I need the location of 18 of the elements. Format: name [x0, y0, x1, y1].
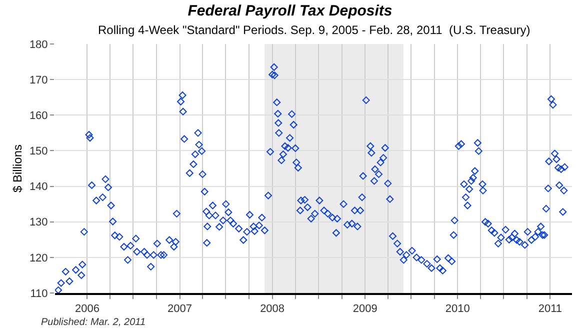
x-tick-label: 2011: [538, 303, 562, 316]
x-tick-label: 2010: [445, 303, 470, 316]
y-tick-label: 120: [29, 252, 48, 264]
y-tick-label: 170: [29, 74, 48, 86]
chart-title: Federal Payroll Tax Deposits: [188, 2, 392, 20]
y-tick-label: 180: [29, 38, 48, 51]
x-tick-label: 2009: [352, 303, 378, 316]
chart-subtitle: Rolling 4-Week "Standard" Periods. Sep. 9, 2005 - Feb. 28, 2011 (U.S. Treasury): [98, 23, 530, 37]
y-tick-label: 140: [29, 181, 48, 194]
text: Published: Mar. 2, 2011: [41, 317, 146, 328]
y-tick-label: 150: [29, 146, 48, 158]
x-tick-label: 2008: [260, 303, 285, 316]
y-tick-label: 160: [29, 110, 48, 122]
y-axis-title: $ Billions: [10, 144, 25, 193]
y-tick-label: 130: [29, 216, 48, 229]
x-tick-label: 2006: [74, 303, 100, 316]
y-tick-label: 110: [30, 288, 48, 300]
x-tick-label: 2007: [168, 303, 192, 316]
